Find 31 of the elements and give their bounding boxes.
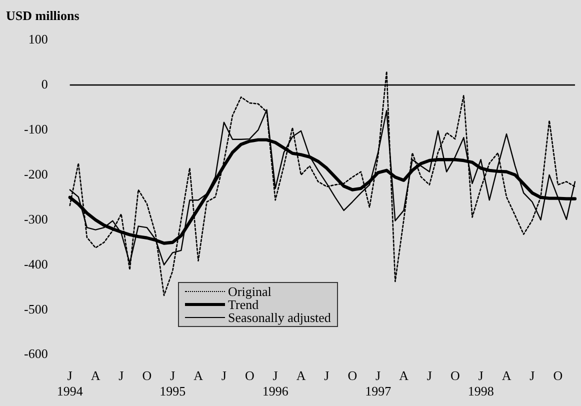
y-tick-label: 0	[41, 76, 48, 92]
x-tick-label: O	[244, 368, 254, 384]
y-tick-label: -500	[24, 301, 48, 316]
x-tick-label: J	[118, 368, 124, 384]
x-tick-label: J 1995	[160, 368, 186, 399]
x-tick-label: A	[399, 368, 410, 384]
x-tick-label: J	[324, 368, 330, 384]
x-tick-label: J 1994	[56, 368, 84, 399]
y-tick-label: -600	[24, 346, 48, 362]
x-tick-label: J 1996	[262, 368, 289, 399]
x-tick-label: A	[194, 368, 204, 384]
y-tick-label: -200	[24, 166, 48, 182]
x-tick-label: O	[553, 368, 563, 384]
y-tick-label: -300	[24, 211, 48, 226]
x-tick-label: J	[221, 368, 226, 384]
x-tick-label: A	[296, 368, 306, 384]
x-tick-label: J	[426, 368, 432, 384]
y-axis-title: USD millions	[6, 8, 80, 24]
x-tick-label: O	[142, 368, 152, 384]
y-tick-label: -100	[24, 121, 48, 136]
x-tick-label: O	[450, 368, 460, 384]
y-tick-label: 100	[28, 31, 48, 46]
x-tick-label: J 1998	[468, 368, 494, 399]
x-tick-label: J 1997	[365, 368, 392, 399]
legend-label: Original	[228, 284, 272, 299]
y-tick-label: -400	[24, 256, 48, 272]
x-tick-label: J	[530, 368, 535, 384]
x-tick-label: A	[502, 368, 512, 384]
legend-label: Seasonally adjusted	[228, 310, 331, 325]
x-tick-label: O	[348, 368, 358, 384]
x-tick-label: A	[90, 368, 101, 384]
